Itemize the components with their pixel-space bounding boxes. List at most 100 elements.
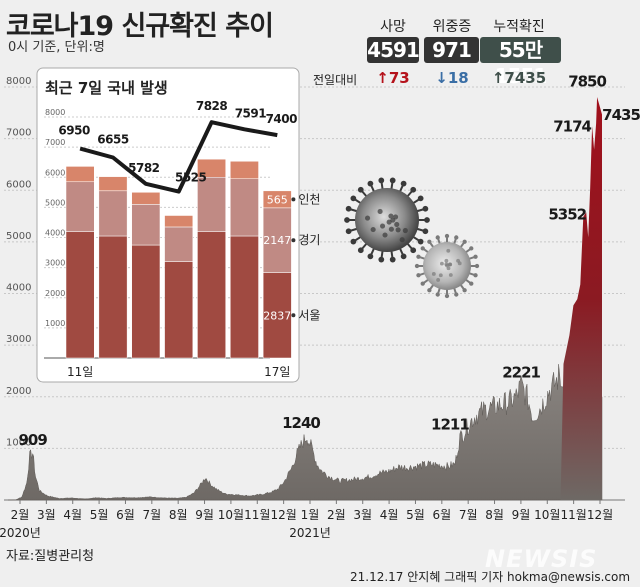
annotation-label: 1240 <box>282 414 320 432</box>
main-x-axis-labels: 2월 3월 4월 5월 6월 7월 8월 9월 10월 11월 12월 1월 2월 3월 4월 5월 6월 7월 8… <box>0 500 613 540</box>
delta-label: 전일대비 <box>313 73 358 87</box>
stat-label-critical: 위중증 <box>432 19 472 35</box>
inset-x-tick-label: 11일 <box>67 365 93 379</box>
x-tick-label: 4월 <box>380 508 399 522</box>
stat-label-cumulative: 누적확진 <box>493 19 545 35</box>
annotation-label: 7174 <box>553 118 591 136</box>
inset-bar-segment <box>164 215 194 228</box>
y-tick-label: 2000 <box>6 386 31 397</box>
x-tick-label: 11월 <box>244 508 270 522</box>
x-tick-label: 9월 <box>512 508 531 522</box>
x-tick-label: 4월 <box>63 508 82 522</box>
stat-delta-cumulative: ↑7435 <box>491 69 547 87</box>
inset-bar-segment <box>262 207 292 273</box>
x-tick-label: 12월 <box>587 508 613 522</box>
inset-x-tick-label: 17일 <box>264 365 290 379</box>
legend-label: 경기 <box>298 233 320 247</box>
inset-value-label: 2837 <box>263 309 291 322</box>
inset-y-tick-label: 2000 <box>45 289 65 298</box>
inset-bar-segment <box>131 244 161 359</box>
annotation-label: 7850 <box>568 73 606 91</box>
legend-label: 서울 <box>298 308 320 322</box>
x-tick-label: 7월 <box>459 508 478 522</box>
legend-dot <box>291 197 296 202</box>
inset-line-value: 7400 <box>266 112 298 126</box>
inset-y-tick-label: 6000 <box>45 168 65 177</box>
inset-value-labels: 565 2147 2837 <box>263 193 291 322</box>
page-subtitle: 0시 기준, 단위:명 <box>8 40 105 55</box>
x-tick-label: 3월 <box>37 508 56 522</box>
inset-bar-segment <box>230 235 259 359</box>
inset-value-label: 2147 <box>263 234 291 247</box>
year-label: 2020년 <box>0 526 41 540</box>
watermark-logo: NEWSIS <box>485 545 598 573</box>
inset-bar-segment <box>197 177 226 232</box>
virus-small-icon <box>414 233 480 299</box>
main-annotations: 909 1240 1211 2221 5352 7174 7850 7435 <box>19 73 640 449</box>
inset-bar-segment <box>164 226 194 262</box>
y-tick-label: 7000 <box>6 128 31 139</box>
x-tick-label: 5월 <box>406 508 425 522</box>
x-tick-label: 8월 <box>485 508 504 522</box>
inset-bar-segment <box>65 166 95 183</box>
x-tick-label: 1월 <box>301 508 320 522</box>
stat-delta-deaths: ↑73 <box>376 69 410 87</box>
inset-bar-segment <box>98 176 128 192</box>
annotation-label: 5352 <box>548 206 586 224</box>
virus-large-icon <box>344 177 430 263</box>
annotation-label: 1211 <box>431 415 469 433</box>
source-label: 자료:질병관리청 <box>6 549 95 564</box>
main-area-series <box>8 364 603 501</box>
inset-bar-segment <box>197 158 226 178</box>
x-tick-label: 10월 <box>534 508 560 522</box>
stat-label-deaths: 사망 <box>380 19 406 35</box>
annotation-label: 909 <box>19 431 48 449</box>
inset-bars <box>65 158 292 359</box>
stat-value-deaths: 4591 <box>367 37 420 63</box>
x-tick-label: 9월 <box>195 508 214 522</box>
x-tick-label: 6월 <box>116 508 135 522</box>
inset-line-value: 6655 <box>97 133 129 147</box>
y-tick-label: 4000 <box>6 283 31 294</box>
stat-value-cumulative: 55만1551 <box>480 37 561 88</box>
inset-line-value: 7828 <box>196 99 228 113</box>
main-spike-series <box>560 97 602 500</box>
inset-y-tick-label: 5000 <box>45 198 65 207</box>
inset-bar-segment <box>65 181 95 232</box>
inset-bar-segment <box>164 261 194 359</box>
y-tick-label: 1000 <box>6 437 31 448</box>
inset-y-tick-label: 7000 <box>45 138 65 147</box>
x-tick-label: 5월 <box>90 508 109 522</box>
inset-line-labels: 6950 6655 5782 5525 7828 7591 7400 <box>58 99 297 184</box>
inset-value-label: 565 <box>267 193 288 206</box>
x-tick-label: 10월 <box>218 508 244 522</box>
x-tick-label: 11월 <box>560 508 586 522</box>
stat-delta-critical: ↓18 <box>435 69 469 87</box>
x-tick-label: 6월 <box>432 508 451 522</box>
year-label: 2021년 <box>289 526 331 540</box>
inset-total-line <box>79 120 278 194</box>
inset-line-value: 6950 <box>58 124 90 138</box>
credit-label: 21.12.17 안지혜 그래픽 기자 hokma@newsis.com <box>350 570 631 584</box>
inset-bar-segment <box>98 190 128 237</box>
inset-bar-segment <box>131 204 161 246</box>
inset-y-tick-label: 4000 <box>45 229 65 238</box>
virus-illustration <box>344 177 480 299</box>
main-y-axis-labels: 1000 2000 3000 4000 5000 6000 7000 8000 <box>6 76 31 448</box>
inset-bar-segment <box>230 178 259 237</box>
inset-bar-segment <box>65 231 95 359</box>
y-tick-label: 6000 <box>6 179 31 190</box>
annotation-label: 2221 <box>502 363 540 381</box>
x-tick-label: 2월 <box>327 508 346 522</box>
x-tick-label: 2월 <box>11 508 30 522</box>
inset-y-axis-labels: 1000 2000 3000 4000 5000 6000 7000 8000 <box>45 108 65 328</box>
inset-x-axis-labels: 11일 17일 <box>67 365 290 379</box>
inset-bar-segment <box>197 231 226 359</box>
x-tick-label: 8월 <box>169 508 188 522</box>
x-tick-label: 3월 <box>353 508 372 522</box>
annotation-label: 7435 <box>602 106 640 124</box>
page-title: 코로나19 신규확진 추이 <box>6 11 274 42</box>
legend-dot <box>291 313 296 318</box>
